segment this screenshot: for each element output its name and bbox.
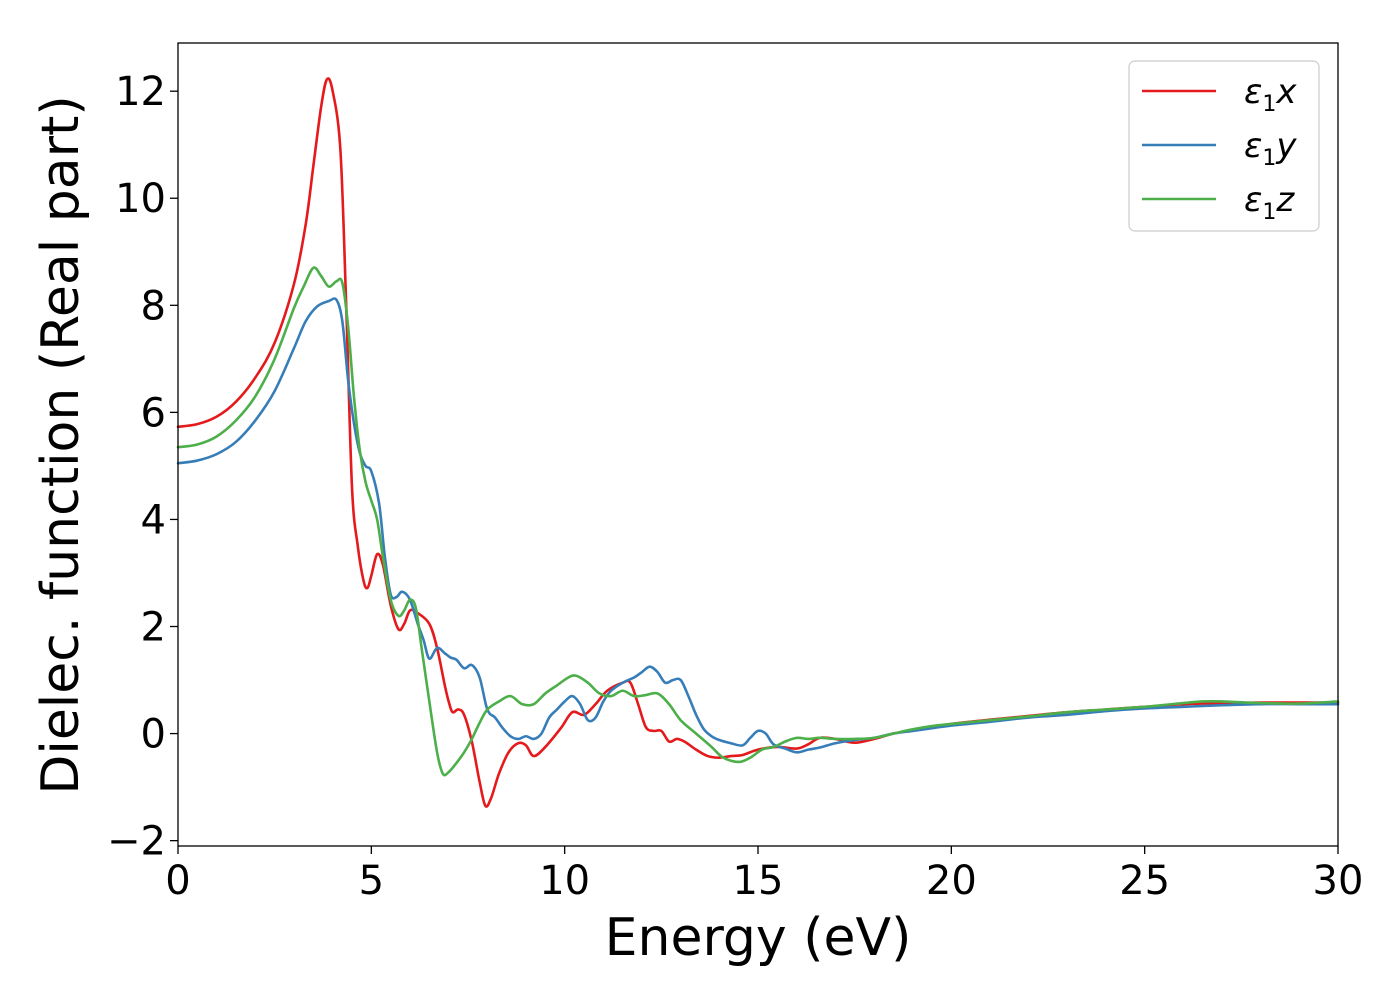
- y-tick-label: 8: [141, 283, 166, 329]
- legend-label-y: ε1y: [1244, 126, 1297, 171]
- y-tick-label: 4: [141, 497, 166, 543]
- x-tick-label: 10: [539, 858, 590, 904]
- y-axis-ticks: −2 0 2 4 6 8 10 12: [107, 69, 178, 865]
- legend-label-x: ε1x: [1244, 72, 1297, 117]
- legend: ε1x ε1y ε1z: [1128, 60, 1320, 232]
- legend-items: ε1x ε1y ε1z: [1142, 72, 1297, 225]
- legend-box: [1128, 60, 1320, 232]
- x-tick-label: 15: [733, 858, 784, 904]
- y-tick-label: 0: [141, 712, 166, 758]
- series-layer: [176, 77, 1340, 808]
- x-tick-label: 20: [926, 858, 977, 904]
- x-tick-label: 0: [165, 858, 190, 904]
- x-axis-ticks: 0 5 10 15 20 25 30: [165, 846, 1363, 904]
- y-tick-label: 6: [141, 390, 166, 436]
- x-axis-title: Energy (eV): [605, 908, 912, 968]
- y-tick-label: 10: [115, 176, 166, 222]
- y-axis-title: Dielec. function (Real part): [31, 95, 91, 794]
- y-tick-label: −2: [107, 819, 166, 865]
- x-tick-label: 5: [359, 858, 384, 904]
- x-tick-label: 25: [1119, 858, 1170, 904]
- legend-label-z: ε1z: [1244, 180, 1295, 225]
- y-tick-label: 2: [141, 605, 166, 651]
- series-line-z: [176, 266, 1340, 777]
- x-tick-label: 30: [1313, 858, 1364, 904]
- y-tick-label: 12: [115, 69, 166, 115]
